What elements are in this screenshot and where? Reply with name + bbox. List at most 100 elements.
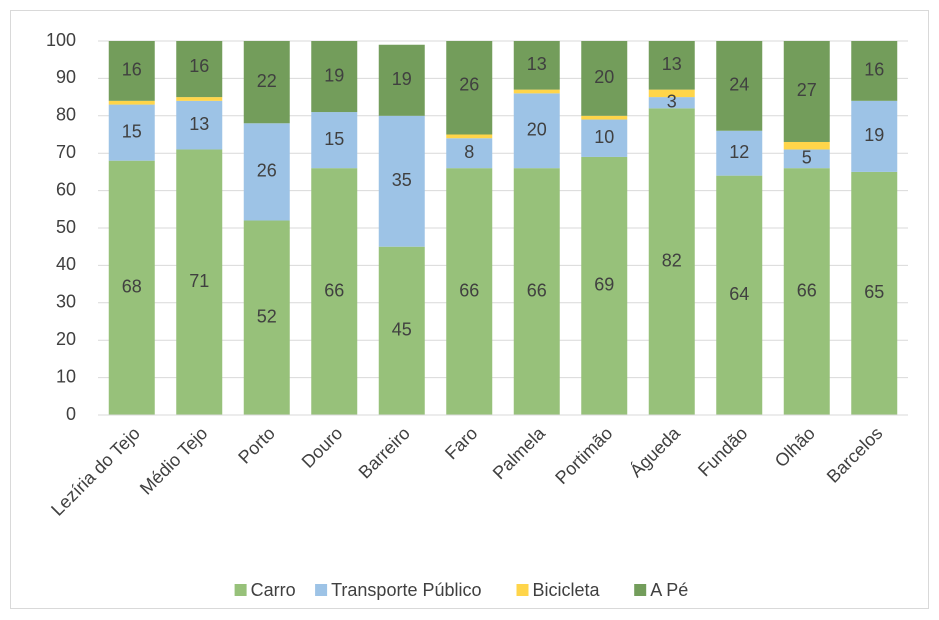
bar-segment [716,41,763,131]
data-label: 12 [729,142,749,162]
data-label: 3 [667,91,677,111]
data-label: 13 [662,54,682,74]
bar-segment [311,112,358,169]
bar-segment [446,138,493,169]
chart-border [10,10,929,609]
data-label: 8 [464,142,474,162]
bar-segment [446,41,493,135]
y-tick-label: 20 [56,329,76,349]
bar-segment [513,93,560,169]
bar-segment [243,123,290,221]
x-tick-label: Fundão [694,423,751,480]
legend-swatch [634,584,647,596]
data-label: 82 [662,250,682,270]
data-label: 71 [189,271,209,291]
x-tick-label: Olhão [771,423,819,471]
bar-segment [108,160,155,415]
bar-segment [378,246,425,415]
data-label: 24 [729,75,749,95]
y-tick-label: 60 [56,179,76,199]
x-tick-label: Douro [298,423,347,472]
x-tick-label: Portimão [551,423,616,488]
data-label: 26 [459,75,479,95]
bars [108,41,898,415]
bar-segment [581,156,628,415]
bar-segment [513,168,560,415]
bar-segment [783,149,830,169]
y-tick-label: 80 [56,105,76,125]
bar-segment [648,108,695,415]
bar-segment [243,41,290,124]
data-label: 35 [392,170,412,190]
data-label: 27 [797,80,817,100]
bar-segment [783,168,830,415]
data-label: 52 [257,307,277,327]
x-tick-label: Palmela [489,422,550,483]
bar-segment [108,100,155,105]
bar-segment [243,220,290,415]
data-label: 10 [594,127,614,147]
y-tick-label: 50 [56,217,76,237]
data-label: 20 [594,67,614,87]
bar-segment [108,104,155,161]
data-label: 20 [527,120,547,140]
bar-segment [311,168,358,415]
legend-swatch [516,584,529,596]
data-label: 22 [257,71,277,91]
legend-swatch [234,584,247,596]
data-label: 66 [797,280,817,300]
bar-segment [108,41,155,101]
x-tick-label: Águeda [626,422,685,481]
bar-segment [513,41,560,90]
y-tick-label: 90 [56,67,76,87]
bar-segment [446,168,493,415]
data-label: 5 [802,148,812,168]
data-label: 66 [324,280,344,300]
bar-segment [851,41,898,101]
y-tick-label: 0 [66,404,76,424]
bar-segment [581,41,628,116]
bar-segment [783,141,830,150]
bar-segment [716,130,763,176]
data-label: 15 [324,129,344,149]
bar-segment [648,41,695,90]
legend-label: Transporte Público [331,580,481,600]
data-label: 66 [459,280,479,300]
bar-segment [176,149,223,415]
x-tick-label: Médio Tejo [136,423,211,498]
data-label: 15 [122,121,142,141]
legend-swatch [315,584,328,596]
data-label: 19 [324,65,344,85]
bar-segment [446,134,493,139]
bar-segment [378,44,425,116]
y-tick-label: 40 [56,254,76,274]
bar-segment [648,97,695,109]
bar-segment [311,41,358,113]
bar-segment [176,100,223,150]
y-tick-label: 30 [56,292,76,312]
bar-segment [378,115,425,247]
bar-segment [851,171,898,415]
data-label: 19 [864,125,884,145]
bar-segment [176,97,223,101]
data-label: 16 [122,60,142,80]
data-label: 64 [729,284,749,304]
data-label: 13 [527,54,547,74]
x-tick-label: Barreiro [355,423,414,482]
x-tick-label: Lezíria do Tejo [47,423,144,520]
data-label: 19 [392,69,412,89]
bar-segment [648,89,695,98]
legend-label: Carro [251,580,296,600]
bar-segment [581,119,628,157]
y-tick-label: 10 [56,366,76,386]
bar-segment [176,41,223,98]
bar-segment [716,175,763,415]
data-label: 26 [257,161,277,181]
data-label: 13 [189,114,209,134]
data-label: 66 [527,280,547,300]
legend-label: Bicicleta [533,580,601,600]
data-label: 45 [392,320,412,340]
y-tick-label: 100 [46,30,76,50]
legend-label: A Pé [650,580,688,600]
